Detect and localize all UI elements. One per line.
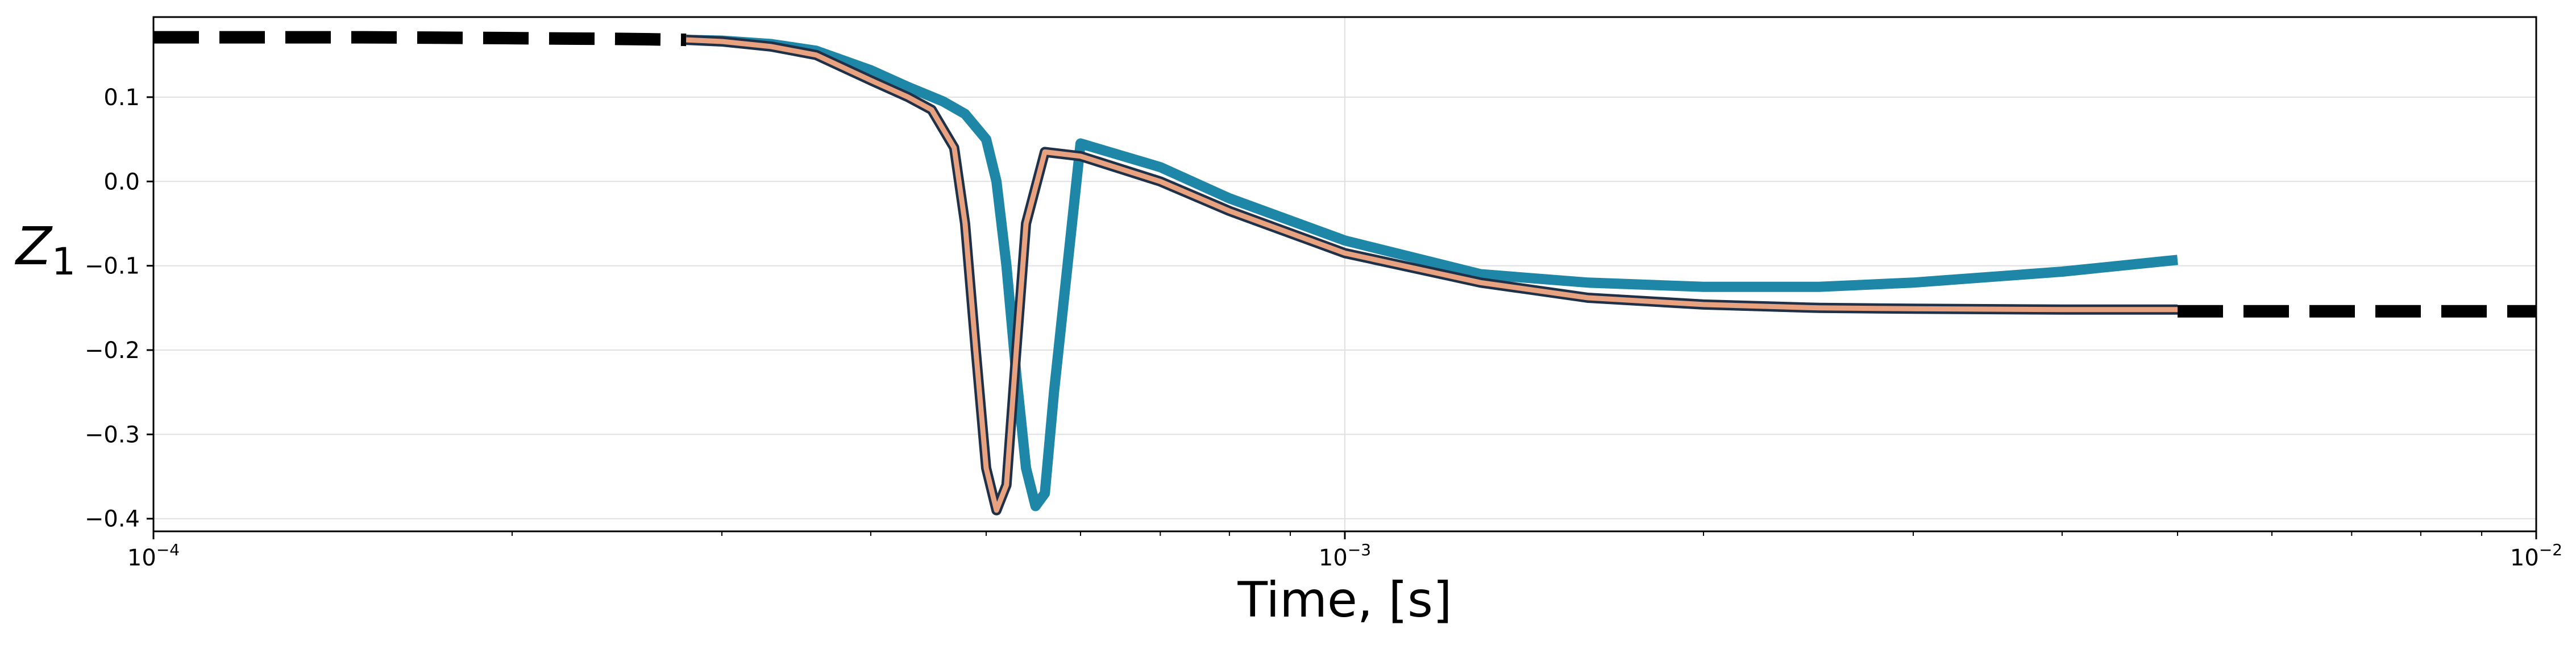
y-tick-label: 0.1 <box>103 85 140 111</box>
x-axis-label: Time, [s] <box>1237 572 1452 629</box>
x-tick-exponent: −2 <box>2539 540 2562 559</box>
y-axis-label-main: Z <box>14 216 53 277</box>
x-tick-base: 10 <box>1319 545 1348 571</box>
x-tick-base: 10 <box>127 545 156 571</box>
y-tick-label: −0.4 <box>85 506 140 532</box>
y-axis-label-subscript: 1 <box>52 240 76 284</box>
x-tick-base: 10 <box>2510 545 2539 571</box>
x-tick-label: 10−4 <box>127 540 180 571</box>
y-tick-label: −0.1 <box>85 253 140 280</box>
y-axis-label: Z1 <box>14 216 76 284</box>
y-tick-label: −0.3 <box>85 422 140 448</box>
series-layer <box>153 31 2536 515</box>
series-teal-line <box>685 35 2178 511</box>
x-tick-exponent: −3 <box>1348 540 1371 559</box>
x-tick-label: 10−3 <box>1319 540 1371 571</box>
y-tick-label: −0.2 <box>85 338 140 364</box>
x-tick-exponent: −4 <box>156 540 180 559</box>
y-tick-label: 0.0 <box>103 169 140 195</box>
series-salmon-line <box>685 37 2178 513</box>
x-tick-label: 10−2 <box>2510 540 2562 571</box>
series-dashed-line <box>153 31 687 47</box>
ticks: 0.10.0−0.1−0.2−0.3−0.410−4 10−3 10−2 <box>85 85 2562 571</box>
